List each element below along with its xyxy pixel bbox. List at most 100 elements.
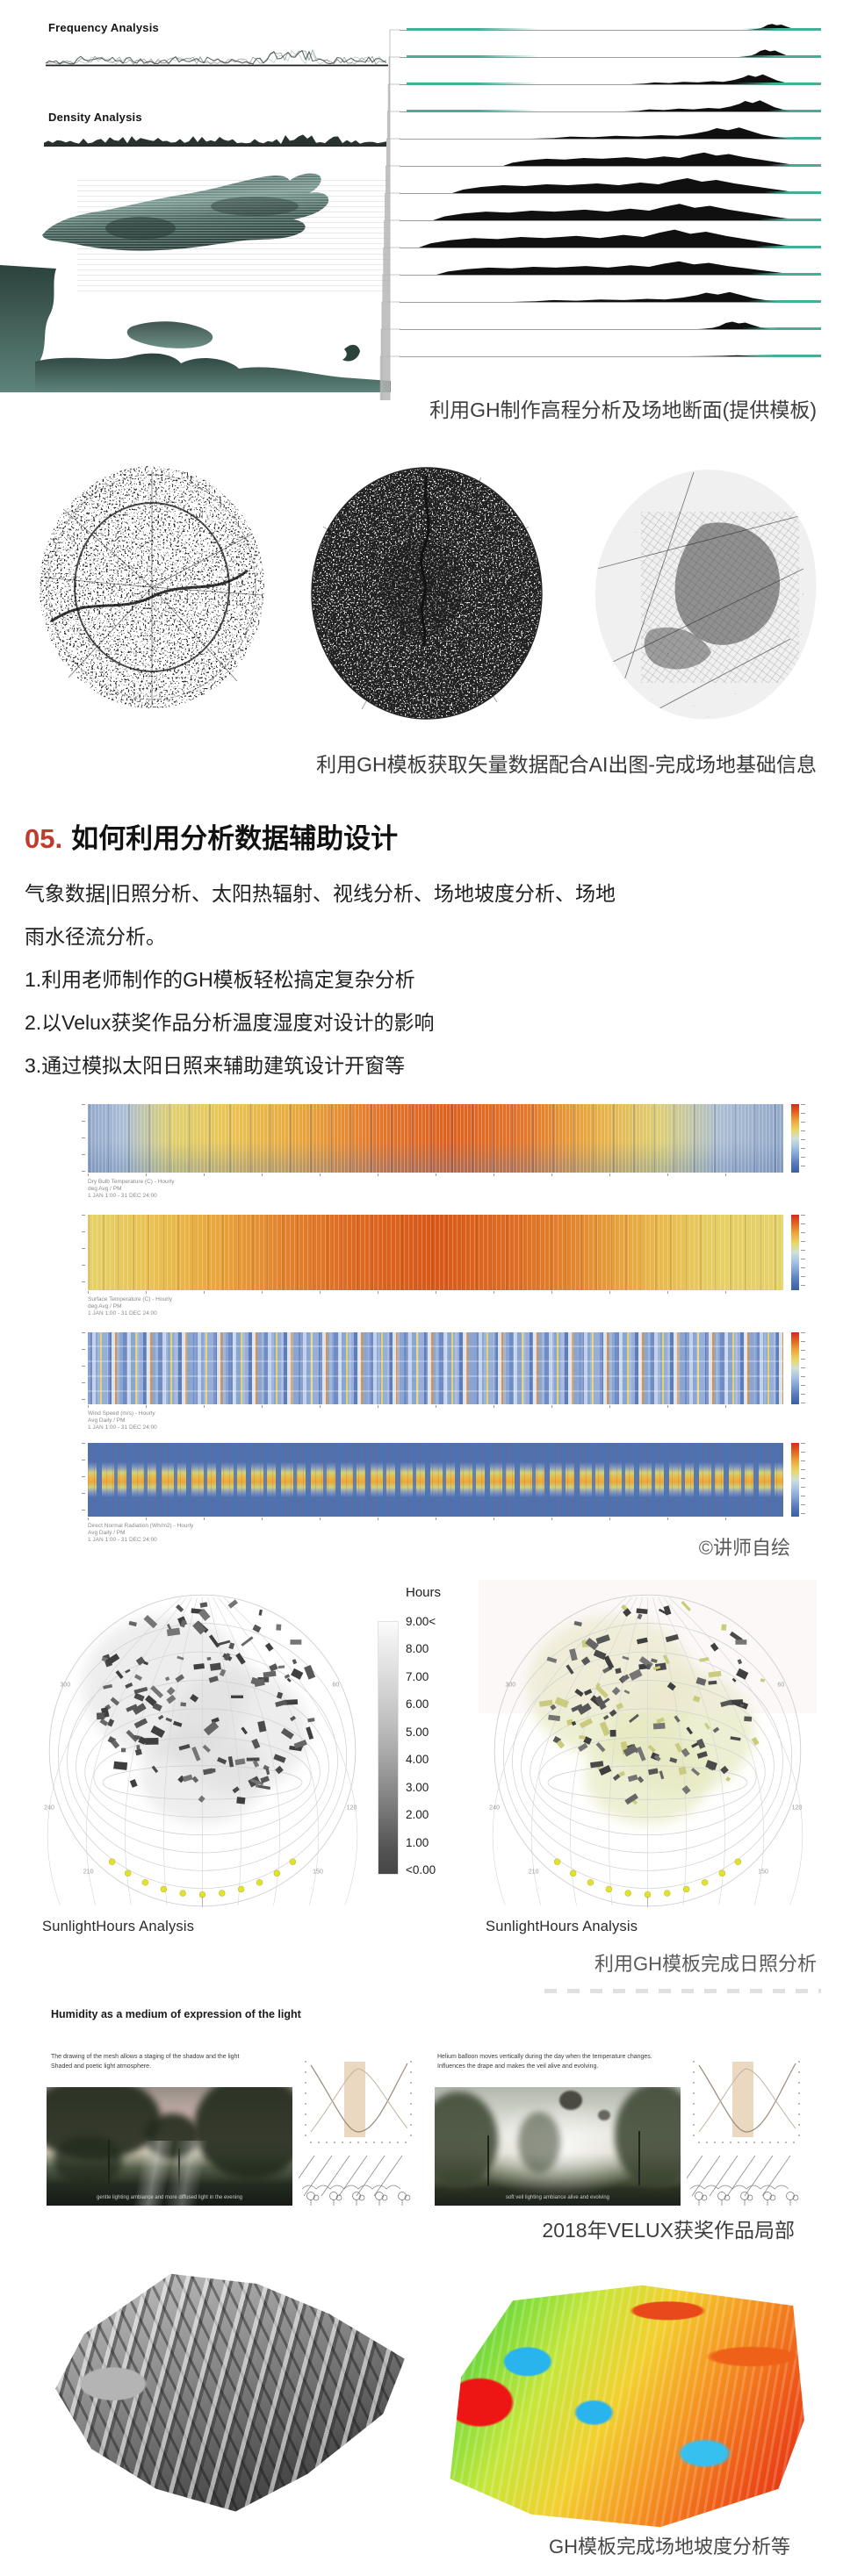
azimuth-label: 300	[60, 1682, 70, 1689]
tree-trunk	[178, 2149, 180, 2188]
footer-line: Avg Daily / PM	[88, 1417, 126, 1424]
velux-title: Humidity as a medium of expression of th…	[51, 2008, 301, 2020]
teal-cap-right	[738, 355, 821, 357]
azimuth-label: 240	[489, 1804, 500, 1811]
helium-balloon	[598, 2110, 610, 2120]
strip-footer-text: Direct Normal Radiation (Wh/m2) - Hourly…	[88, 1523, 193, 1544]
azimuth-label: 240	[44, 1804, 54, 1811]
city-map-rome	[311, 467, 543, 720]
tree-canopy	[54, 2135, 122, 2186]
terrain-silhouette	[503, 152, 812, 166]
elevation-caption: 利用GH制作高程分析及场地断面(提供模板)	[429, 398, 817, 421]
sunlight-label-left: SunlightHours Analysis	[42, 1919, 195, 1934]
section-baseline	[400, 193, 821, 194]
teal-cap-left	[407, 55, 538, 58]
color-scale-bar	[791, 1215, 799, 1290]
teal-cap-right	[773, 137, 821, 140]
legend-value: 7.00	[406, 1669, 429, 1683]
x-axis-ticks	[88, 1291, 783, 1294]
site-section-stack	[400, 0, 821, 395]
teal-cap-right	[768, 110, 821, 112]
temp-humidity-chart	[305, 2061, 412, 2143]
paragraph-line: 2.以Velux获奖作品分析温度湿度对设计的影响	[25, 1011, 435, 1034]
tree-trunk	[487, 2135, 489, 2186]
legend-value: 1.00	[406, 1835, 429, 1849]
heatmap-strip-temperature-hourly	[88, 1104, 783, 1173]
teal-cap-right	[768, 164, 821, 167]
tree-canopy	[194, 2087, 292, 2179]
paragraph-line: 气象数据|旧照分析、太阳热辐射、视线分析、场地坡度分析、场地	[25, 882, 616, 905]
helium-balloon	[559, 2091, 582, 2110]
teal-cap-left	[407, 28, 538, 31]
section-baseline	[400, 57, 821, 58]
footer-line: 1 JAN 1:00 - 31 DEC 24:00	[88, 1193, 157, 1199]
coastline-map	[0, 265, 391, 392]
section-baseline	[400, 111, 821, 112]
footer-line: 1 JAN 1:00 - 31 DEC 24:00	[88, 1537, 157, 1543]
teal-cap-right	[764, 191, 821, 194]
color-scale-bar	[791, 1332, 799, 1404]
velux-climate-chart-left	[299, 2049, 417, 2157]
terrain-silhouette	[630, 74, 810, 84]
sunlight-diagram-right: 300 60 240 120 210 150	[479, 1580, 817, 1907]
teal-cap-left	[407, 83, 538, 85]
y-axis-ticks	[82, 1104, 85, 1173]
section-paragraph: 气象数据|旧照分析、太阳热辐射、视线分析、场地坡度分析、场地 雨水径流分析。 1.利…	[25, 872, 616, 1087]
city-map-paris	[40, 466, 264, 708]
strip-footer-text: Wind Speed (m/s) - Hourly Avg Daily / PM 1…	[88, 1410, 157, 1432]
color-scale-ticks	[801, 1215, 805, 1290]
color-scale-bar	[791, 1104, 799, 1173]
footer-line: deg Avg / PM	[88, 1186, 122, 1192]
terrain-silhouette	[452, 178, 814, 193]
color-scale-ticks	[801, 1443, 805, 1517]
terrain-silhouette	[531, 127, 812, 139]
terrain-silhouette	[580, 321, 795, 329]
note-line: Shaded and poetic light atmosphere.	[51, 2063, 152, 2070]
velux-note-right: Helium balloon moves vertically during t…	[437, 2052, 652, 2071]
section-baseline	[400, 220, 821, 221]
section-baseline	[400, 30, 821, 31]
velux-caption: 2018年VELUX获奖作品局部	[542, 2219, 795, 2242]
temp-humidity-chart	[693, 2061, 800, 2143]
section-number: 05.	[25, 823, 63, 854]
color-scale-bar	[791, 1443, 799, 1517]
section-baseline	[400, 275, 821, 276]
azimuth-label: 150	[758, 1868, 768, 1875]
velux-note-left: The drawing of the mesh allows a staging…	[51, 2052, 239, 2071]
azimuth-label: 210	[529, 1868, 539, 1875]
legend-value: 5.00	[406, 1725, 429, 1739]
teal-cap-left	[407, 110, 538, 112]
teal-cap-right	[755, 246, 821, 248]
x-axis-ticks	[88, 1405, 783, 1408]
footer-line: Direct Normal Radiation (Wh/m2) - Hourly	[88, 1523, 194, 1529]
teal-cap-right	[742, 327, 821, 330]
credit-note: ©讲师自绘	[698, 1537, 790, 1559]
hours-legend-labels: 9.00< 8.00 7.00 6.00 5.00 4.00 3.00 2.00 1.00 <0.…	[406, 1616, 436, 1876]
legend-value: 6.00	[406, 1697, 429, 1711]
azimuth-label: 120	[347, 1804, 357, 1811]
terrain-silhouette	[433, 204, 812, 220]
section-connector-lines	[379, 29, 400, 400]
y-axis-ticks	[82, 1332, 85, 1404]
terrain-silhouette	[650, 49, 812, 57]
legend-value: 3.00	[406, 1780, 429, 1794]
teal-cap-right	[733, 83, 821, 85]
x-axis-ticks	[88, 1518, 783, 1520]
teal-cap-right	[746, 300, 821, 303]
hours-legend-title: Hours	[406, 1585, 442, 1600]
velux-photo-right: soft veil lighting ambiance alive and ev…	[435, 2087, 681, 2206]
footer-line: deg Avg / PM	[88, 1303, 122, 1310]
terrain-silhouette	[419, 229, 812, 248]
color-scale-ticks	[801, 1104, 805, 1173]
section-title: 如何利用分析数据辅助设计	[71, 823, 399, 854]
section-baseline	[400, 166, 821, 167]
x-axis-ticks	[88, 1173, 783, 1176]
teal-cap-right	[742, 28, 821, 31]
terrain-model-slope-analysis	[450, 2285, 804, 2528]
section-heading: 05. 如何利用分析数据辅助设计	[25, 816, 398, 856]
color-scale-ticks	[801, 1332, 805, 1404]
legend-value: 8.00	[406, 1642, 429, 1656]
legend-value: 4.00	[406, 1753, 429, 1767]
azimuth-label: 300	[505, 1682, 515, 1689]
